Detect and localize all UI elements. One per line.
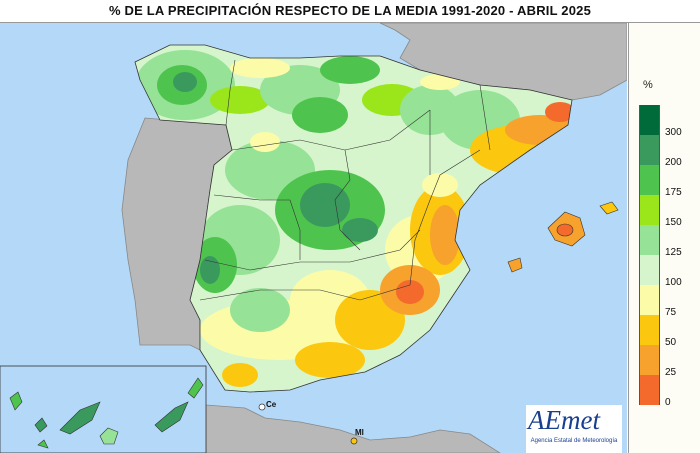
- legend-label-175: 175: [665, 187, 682, 198]
- legend-label-0: 0: [665, 397, 671, 408]
- legend-label-50: 50: [665, 337, 677, 348]
- title-bar: % DE LA PRECIPITACIÓN RESPECTO DE LA MED…: [0, 0, 700, 23]
- legend-label-100: 100: [665, 277, 682, 288]
- legend-label-300: 300: [665, 127, 682, 138]
- ceuta-marker: [258, 403, 266, 411]
- precipitation-map: [0, 23, 627, 453]
- morocco-land: [205, 404, 501, 453]
- melilla-label: Ml: [355, 428, 364, 437]
- legend-label-150: 150: [665, 217, 682, 228]
- legend-label-75: 75: [665, 307, 677, 318]
- legend-swatch-0: [639, 375, 660, 405]
- region-borders: [199, 59, 491, 301]
- ceuta-label: Ce: [266, 400, 277, 409]
- legend-swatch-25: [639, 345, 660, 375]
- aemet-logo: AEmet Agencia Estatal de Meteorología: [526, 405, 622, 453]
- legend-label-125: 125: [665, 247, 682, 258]
- mainland-coastline: [134, 44, 573, 393]
- legend-label-200: 200: [665, 157, 682, 168]
- melilla-marker: [350, 437, 358, 445]
- legend-swatch-50: [639, 315, 660, 345]
- logo-subtitle: Agencia Estatal de Meteorología: [530, 438, 618, 444]
- legend-swatch-300: [639, 105, 660, 135]
- legend-swatch-175: [639, 165, 660, 195]
- legend-swatch-150: [639, 195, 660, 225]
- legend-unit: %: [643, 79, 653, 91]
- legend-label-25: 25: [665, 367, 677, 378]
- legend: % 300 200 175 150 125 100 75 50 25 0: [628, 23, 700, 453]
- page-title: % DE LA PRECIPITACIÓN RESPECTO DE LA MED…: [108, 3, 592, 18]
- legend-swatch-75: [639, 285, 660, 315]
- logo-word: AEmet: [528, 405, 600, 435]
- balearic-islands: [507, 201, 619, 273]
- legend-swatch-100: [639, 255, 660, 285]
- legend-swatch-125: [639, 225, 660, 255]
- canary-islands-inset: [0, 365, 207, 453]
- legend-swatch-200: [639, 135, 660, 165]
